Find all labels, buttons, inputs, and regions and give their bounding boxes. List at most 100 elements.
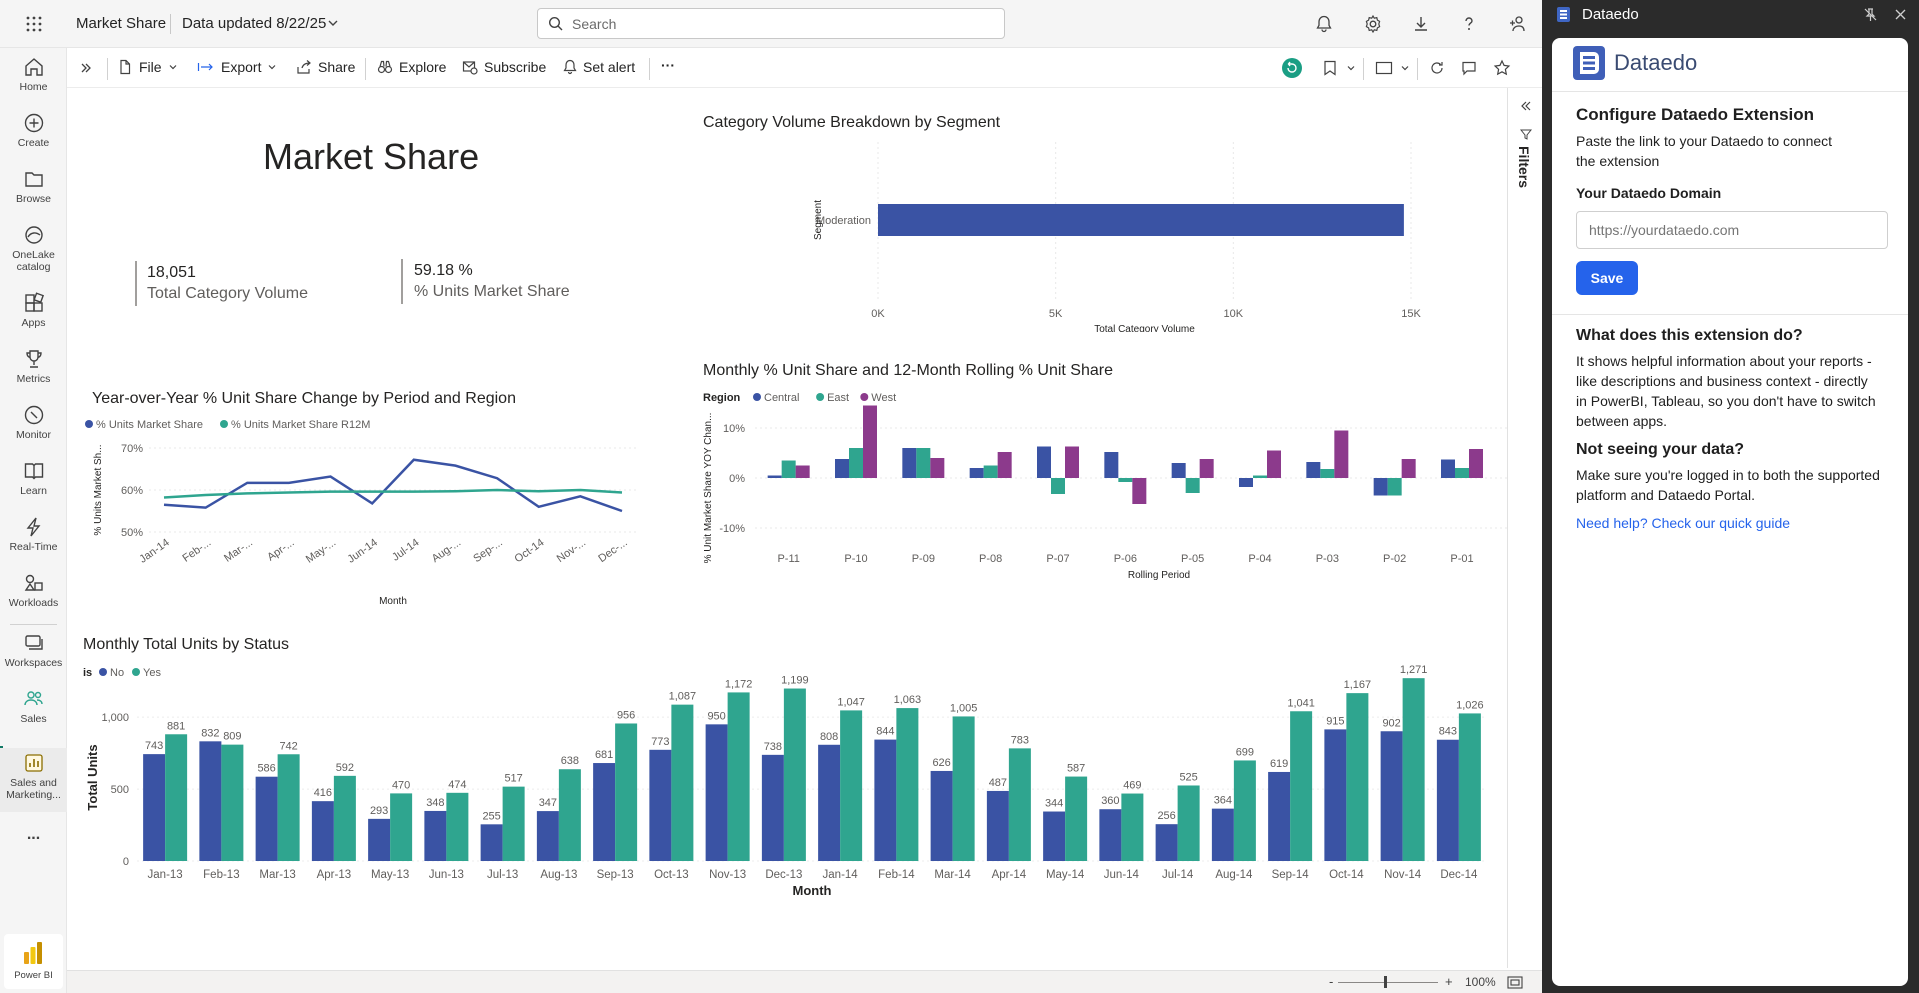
fit-to-page-icon[interactable] [1507, 976, 1523, 989]
collapse-left-icon[interactable] [1520, 100, 1532, 112]
yoy-legend-label: % Units Market Share [96, 419, 203, 431]
total-units-data-label: 915 [1326, 715, 1344, 727]
nav-home[interactable]: Home [0, 56, 67, 93]
save-button[interactable]: Save [1576, 261, 1638, 295]
nav-workspaces[interactable]: Workspaces [0, 632, 67, 669]
export-label: Export [221, 59, 262, 75]
subscribe-button[interactable]: Subscribe [462, 59, 546, 75]
settings-gear-icon[interactable] [1363, 14, 1383, 34]
zoom-slider[interactable] [1338, 982, 1438, 983]
yoy-x-tick: Dec-... [596, 537, 629, 565]
nav-metrics[interactable]: Metrics [0, 348, 67, 385]
total-units-data-label: 364 [1214, 795, 1232, 807]
total-units-data-label: 255 [482, 810, 500, 822]
more-options-button[interactable]: ··· [661, 57, 675, 73]
total-units-bar [1458, 713, 1481, 861]
unit-share-bar [1065, 446, 1079, 478]
total-units-bar [727, 692, 750, 861]
yoy-y-tick: 60% [121, 485, 143, 497]
share-people-icon[interactable] [1507, 14, 1527, 34]
power-bi-switcher[interactable]: Power BI [4, 934, 63, 989]
unit-share-bar [1306, 462, 1321, 478]
category-volume-x-axis-title: Total Category Volume [1094, 324, 1195, 332]
nav-sales[interactable]: Sales [0, 688, 67, 725]
nav-monitor[interactable]: Monitor [0, 404, 67, 441]
zoom-slider-thumb[interactable] [1384, 976, 1387, 988]
yoy-x-tick: Aug-... [430, 537, 463, 565]
yoy-series-line [163, 488, 623, 499]
nav-more-button[interactable]: ... [26, 826, 41, 843]
total-units-data-label: 843 [1439, 726, 1457, 738]
total-units-x-tick: May-14 [1046, 869, 1085, 881]
nav-workloads[interactable]: Workloads [0, 572, 67, 609]
view-icon[interactable] [1375, 61, 1393, 75]
yoy-line-chart[interactable]: % Units Market Share % Units Market Share… [77, 408, 647, 613]
unit-share-bar [969, 468, 984, 478]
favorite-star-icon[interactable] [1493, 59, 1511, 77]
bookmark-icon[interactable] [1323, 60, 1337, 76]
not-seeing-body: Make sure you're logged in to both the s… [1576, 465, 1880, 505]
nav-onelake-catalog[interactable]: OneLake catalog [0, 224, 67, 273]
chevron-down-icon[interactable] [1400, 63, 1410, 73]
export-menu-button[interactable]: Export [197, 59, 277, 75]
report-name[interactable]: Market Share [76, 15, 167, 32]
total-units-x-tick: Jul-14 [1162, 869, 1194, 881]
comment-icon[interactable] [1461, 60, 1477, 76]
nav-real-time[interactable]: Real-Time [0, 516, 67, 553]
search-input[interactable]: Search [537, 8, 1005, 39]
unit-share-y-tick: -10% [719, 523, 745, 535]
notifications-bell-icon[interactable] [1314, 14, 1334, 34]
unpin-icon[interactable] [1863, 7, 1878, 22]
domain-input[interactable] [1576, 211, 1888, 249]
plus-circle-icon [24, 113, 43, 133]
data-updated-dropdown[interactable]: Data updated 8/22/25 [182, 15, 327, 32]
app-launcher-icon[interactable] [24, 14, 44, 34]
total-units-x-tick: Jan-13 [148, 869, 183, 881]
total-units-bar [1177, 785, 1200, 861]
help-icon[interactable] [1459, 14, 1479, 34]
total-units-bar [1121, 793, 1144, 861]
unit-share-x-tick: P-08 [979, 553, 1002, 565]
region-legend-label: West [871, 392, 896, 404]
zoom-out-button[interactable]: - [1329, 974, 1334, 989]
region-legend-marker [860, 393, 869, 401]
help-link[interactable]: Need help? Check our quick guide [1576, 515, 1791, 531]
yoy-line-plot: % Units Market Share % Units Market Share… [85, 419, 637, 607]
region-legend-marker [816, 393, 825, 401]
share-button[interactable]: Share [296, 59, 355, 75]
close-icon[interactable] [1894, 8, 1907, 21]
nav-create[interactable]: Create [0, 112, 67, 149]
total-units-chart[interactable]: is No Yes 1,000 500 0 743 881 Jan-13 832 809 Feb-13… [77, 654, 1497, 904]
not-seeing-line2: platform and Dataedo Portal. [1576, 487, 1755, 503]
total-units-bar [143, 754, 166, 861]
chevron-down-icon[interactable] [1346, 63, 1356, 73]
nav-learn[interactable]: Learn [0, 460, 67, 497]
total-units-data-label: 881 [167, 720, 185, 732]
unit-share-x-tick: P-06 [1114, 553, 1137, 565]
workloads-icon [24, 574, 43, 591]
chevron-down-icon[interactable] [326, 16, 340, 30]
filters-pane-collapsed[interactable]: Filters [1507, 88, 1542, 968]
nav-apps[interactable]: Apps [0, 292, 67, 329]
extension-card: Dataedo Configure Dataedo Extension Past… [1552, 38, 1908, 986]
total-units-bar [874, 739, 897, 861]
set-alert-button[interactable]: Set alert [563, 59, 635, 75]
yoy-y-tick: 50% [121, 527, 143, 539]
file-menu-button[interactable]: File [117, 59, 178, 75]
nav-browse[interactable]: Browse [0, 168, 67, 205]
reset-icon[interactable] [1281, 57, 1303, 79]
nav-sales-and-marketing[interactable]: Sales and Marketing... [0, 748, 67, 812]
unit-share-bar [1267, 450, 1281, 478]
unit-share-bar [930, 458, 945, 478]
monthly-unit-share-chart[interactable]: Region Central East West 10% 0% -10% P-11 P-10 P-… [703, 380, 1573, 610]
zoom-in-button[interactable]: + [1445, 974, 1453, 989]
status-legend-marker [99, 668, 107, 676]
explore-button[interactable]: Explore [377, 59, 446, 75]
total-units-bar [390, 793, 413, 861]
refresh-icon[interactable] [1429, 60, 1445, 76]
yoy-x-tick: Apr-... [265, 537, 296, 564]
download-icon[interactable] [1411, 14, 1431, 34]
expand-pane-icon[interactable] [79, 61, 93, 75]
